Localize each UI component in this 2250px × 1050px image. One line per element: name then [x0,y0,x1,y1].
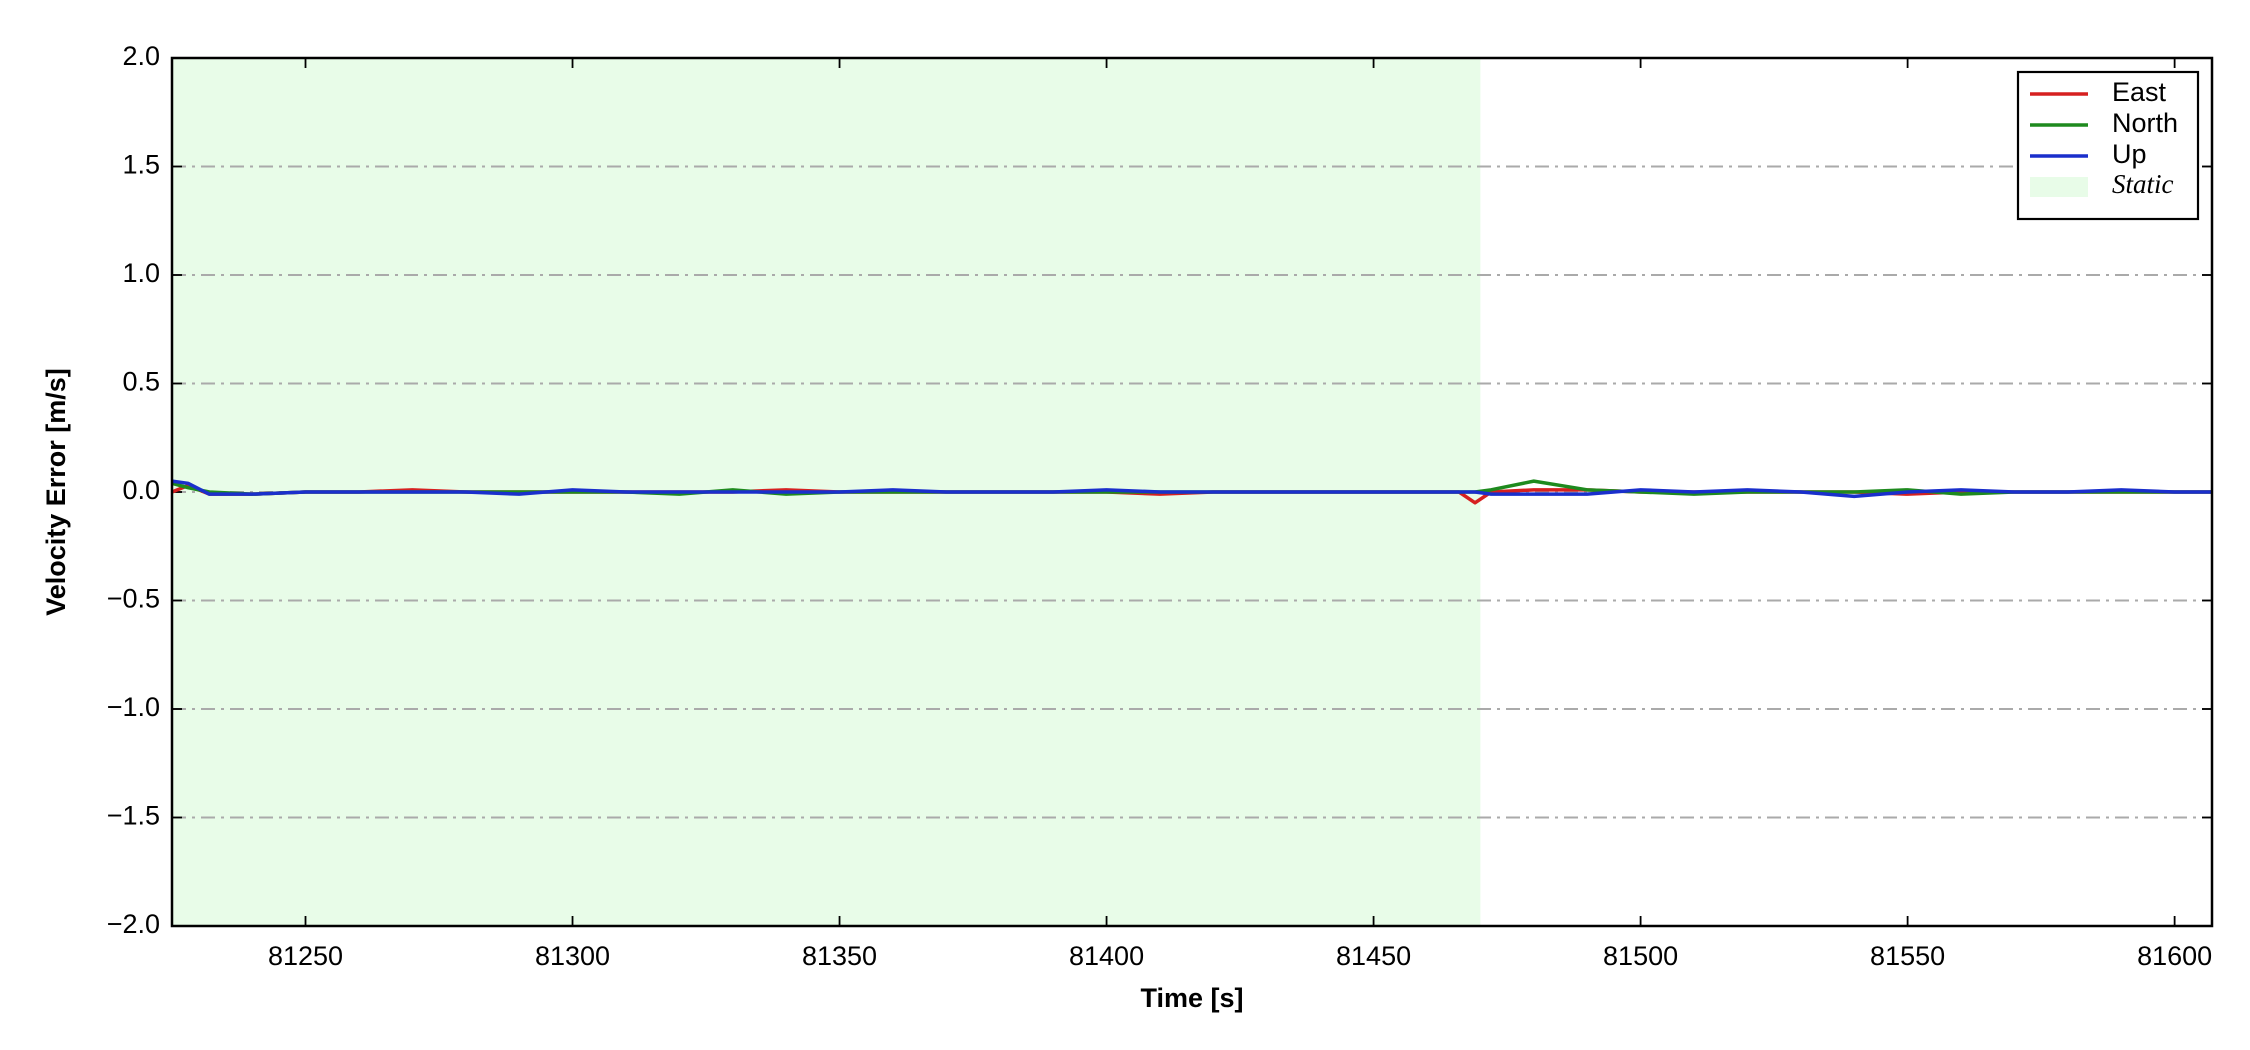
x-tick-label: 81350 [802,941,877,971]
y-tick-label: 1.0 [122,258,160,288]
y-tick-label: −1.5 [107,801,160,831]
y-tick-label: −2.0 [107,909,160,939]
x-tick-label: 81500 [1603,941,1678,971]
y-tick-label: 0.5 [122,367,160,397]
legend-label: East [2112,77,2167,107]
y-axis-label: Velocity Error [m/s] [41,368,71,616]
x-tick-label: 81250 [268,941,343,971]
plot-frame [170,56,2214,928]
x-tick-label: 81400 [1069,941,1144,971]
legend-label: Static [2112,169,2174,199]
x-axis-label: Time [s] [1140,983,1243,1013]
y-tick-label: 1.5 [122,150,160,180]
x-tick-label: 81300 [535,941,610,971]
x-tick-label: 81550 [1870,941,1945,971]
legend-swatch [2030,177,2088,197]
legend-label: North [2112,108,2178,138]
x-tick-label: 81600 [2137,941,2212,971]
y-tick-label: 2.0 [122,41,160,71]
legend-label: Up [2112,139,2147,169]
y-tick-label: −0.5 [107,584,160,614]
series-line [171,479,2212,499]
y-tick-label: 0.0 [122,475,160,505]
x-tick-label: 81450 [1336,941,1411,971]
y-tick-label: −1.0 [107,692,160,722]
